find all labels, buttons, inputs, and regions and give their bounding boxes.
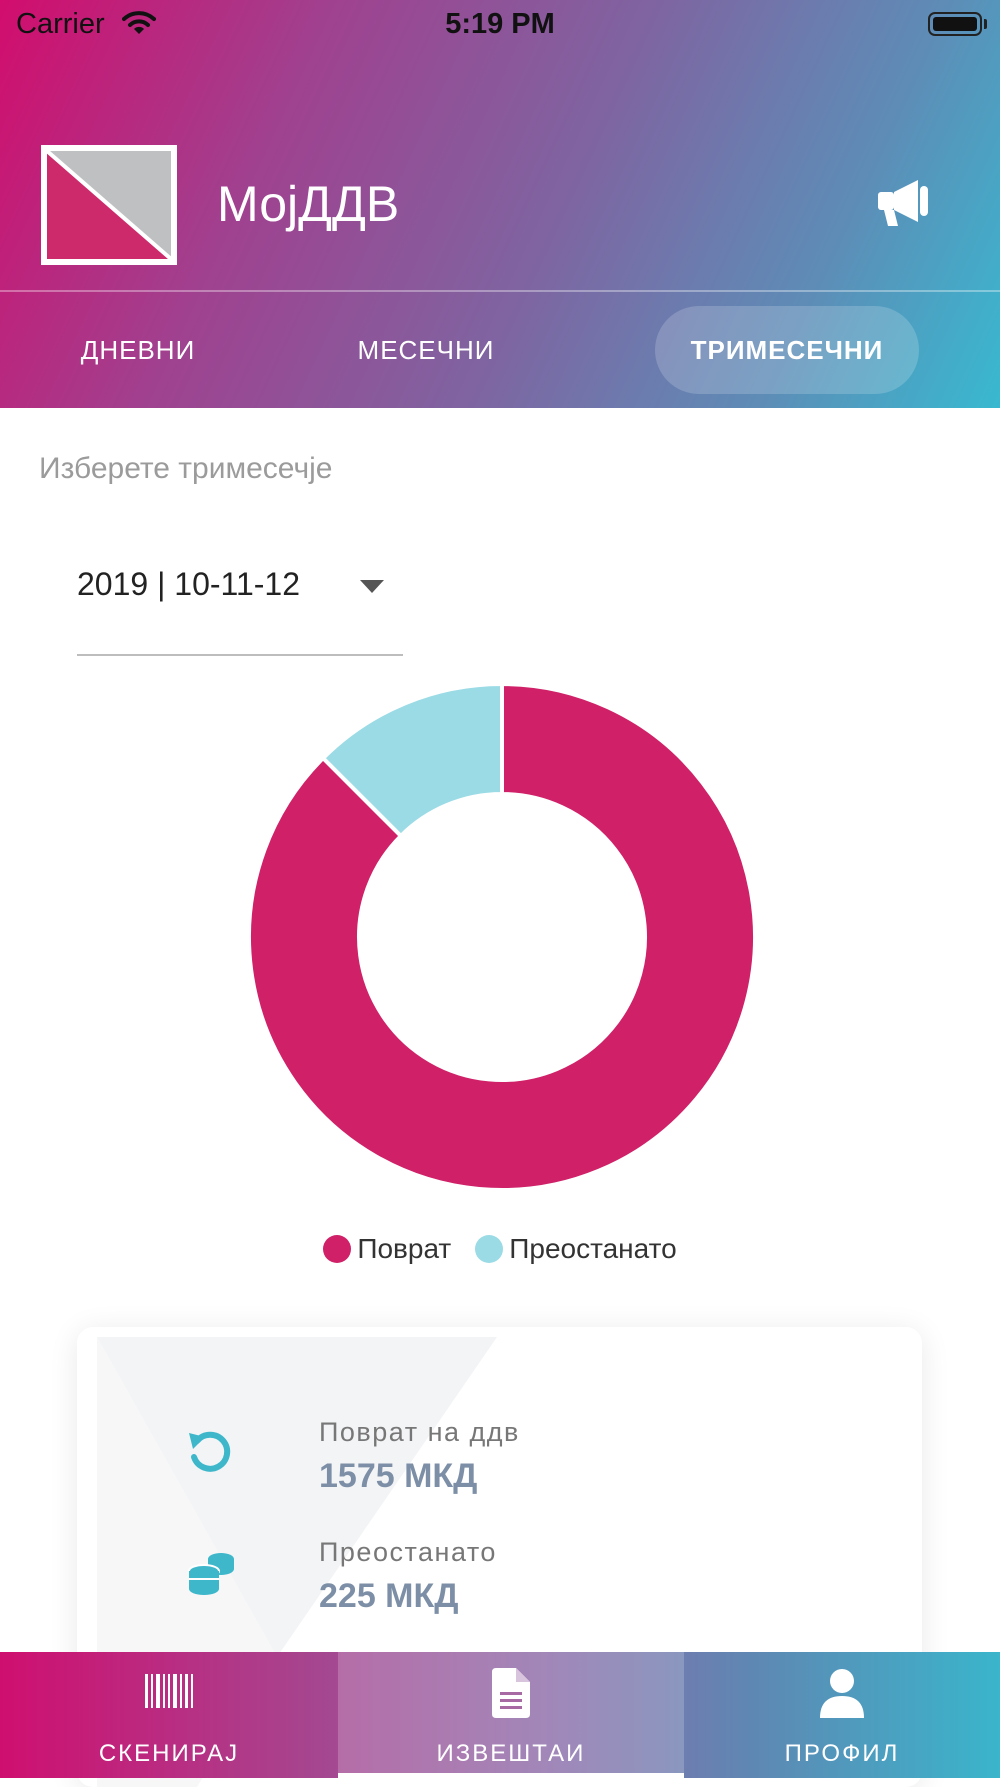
chevron-down-icon [360, 580, 384, 593]
nav-profile-label: ПРОФИЛ [784, 1740, 900, 1767]
legend-item-remaining: Преостанато [475, 1233, 677, 1265]
quarter-select[interactable]: 2019 | 10-11-12 [77, 560, 403, 656]
tab-quarterly[interactable]: ТРИМЕСЕЧНИ [655, 306, 919, 394]
header-divider [0, 290, 1000, 292]
nav-profile[interactable]: ПРОФИЛ [684, 1652, 1000, 1778]
legend-dot-remaining [475, 1235, 504, 1263]
wifi-icon [122, 10, 156, 41]
nav-scan[interactable]: СКЕНИРАЈ [0, 1652, 338, 1778]
battery-tip [984, 19, 987, 29]
nav-reports[interactable]: ИЗВЕШТАИ [338, 1652, 684, 1778]
stat-label-remaining: Преостанато [319, 1537, 497, 1567]
bottom-nav: СКЕНИРАЈ ИЗВЕШТАИ ПРОФИЛ [0, 1652, 1000, 1778]
app-title: МојДДВ [217, 176, 400, 232]
user-icon [820, 1668, 864, 1723]
carrier-label: Carrier [16, 8, 105, 40]
tab-monthly[interactable]: МЕСЕЧНИ [357, 334, 495, 365]
battery-icon [928, 12, 982, 36]
legend-dot-return [323, 1235, 352, 1263]
status-time: 5:19 PM [445, 8, 555, 40]
app-header: Carrier 5:19 PM МојДДВ ДНЕВНИ МЕС [0, 0, 1000, 408]
chart-legend: Поврат Преостанато [0, 1229, 1000, 1269]
nav-reports-label: ИЗВЕШТАИ [436, 1740, 586, 1767]
quarter-select-label: Изберете тримесечје [39, 452, 333, 485]
app-logo [41, 145, 177, 265]
legend-label-remaining: Преостанато [509, 1233, 677, 1264]
legend-label-return: Поврат [357, 1233, 452, 1264]
megaphone-icon[interactable] [876, 178, 932, 233]
slice-return [247, 681, 757, 1192]
donut-chart [247, 681, 757, 1192]
quarter-select-value: 2019 | 10-11-12 [77, 566, 300, 602]
coins-icon [187, 1549, 237, 1602]
stat-label-return: Поврат на ддв [319, 1417, 520, 1447]
tab-daily[interactable]: ДНЕВНИ [80, 334, 196, 365]
legend-item-return: Поврат [323, 1233, 451, 1265]
nav-scan-label: СКЕНИРАЈ [98, 1740, 240, 1767]
stat-value-return: 1575 МКД [319, 1457, 478, 1495]
refresh-icon [185, 1427, 235, 1482]
barcode-icon [145, 1674, 193, 1713]
slice-remaining [320, 681, 504, 839]
document-icon [492, 1668, 530, 1723]
stat-value-remaining: 225 МКД [319, 1577, 459, 1615]
status-bar: Carrier 5:19 PM [0, 0, 1000, 50]
